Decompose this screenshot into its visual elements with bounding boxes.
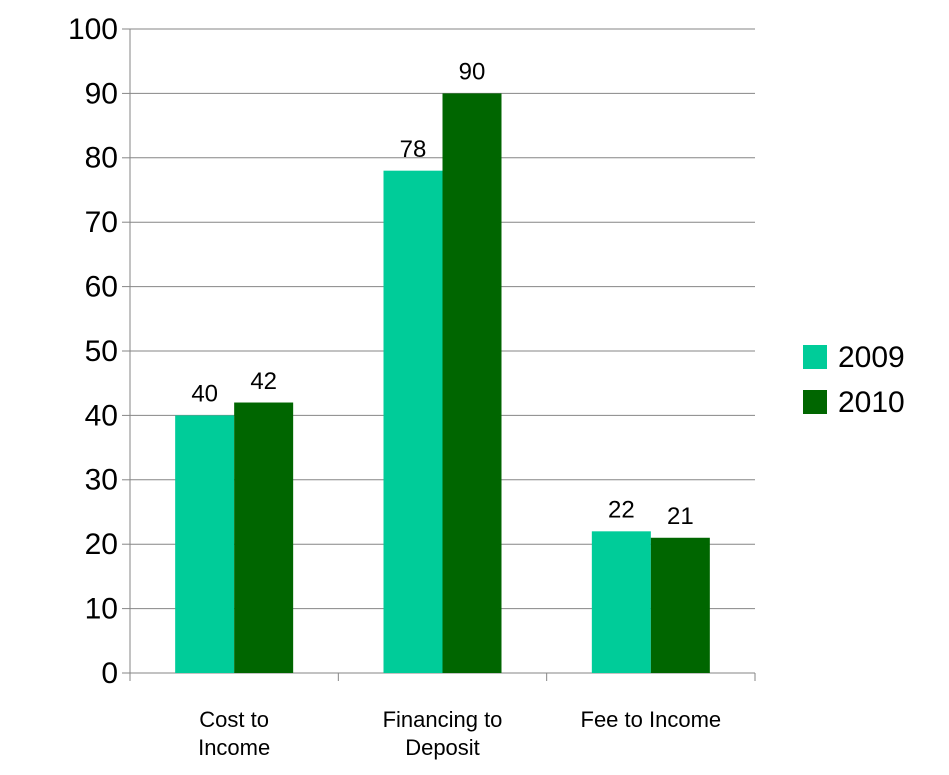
bar xyxy=(234,402,294,673)
y-tick-label: 20 xyxy=(85,528,118,561)
x-tick-label: Financing to Deposit xyxy=(382,707,503,760)
data-label: 22 xyxy=(608,497,635,524)
y-tick-label: 100 xyxy=(68,13,118,46)
bar xyxy=(650,537,710,673)
y-tick-label: 90 xyxy=(85,77,118,110)
legend-label: 2010 xyxy=(838,386,905,419)
data-label: 40 xyxy=(191,381,218,408)
y-tick-label: 70 xyxy=(85,206,118,239)
legend-swatch xyxy=(803,345,827,369)
x-tick-label: Fee to Income xyxy=(580,707,722,732)
data-label: 21 xyxy=(667,503,694,530)
data-label: 78 xyxy=(400,136,427,163)
legend-label: 2009 xyxy=(838,341,905,374)
data-label: 42 xyxy=(250,368,277,395)
bar xyxy=(383,170,443,673)
y-tick-label: 10 xyxy=(85,593,118,626)
y-tick-label: 60 xyxy=(85,271,118,304)
bar xyxy=(175,415,235,673)
y-tick-label: 0 xyxy=(101,657,118,690)
y-tick-label: 30 xyxy=(85,464,118,497)
legend-swatch xyxy=(803,390,827,414)
y-tick-label: 40 xyxy=(85,399,118,432)
data-label: 90 xyxy=(459,59,486,86)
x-tick-label: Cost to Income xyxy=(198,707,271,760)
y-tick-label: 50 xyxy=(85,335,118,368)
bar xyxy=(442,93,502,673)
bar xyxy=(591,531,651,673)
y-tick-label: 80 xyxy=(85,142,118,175)
